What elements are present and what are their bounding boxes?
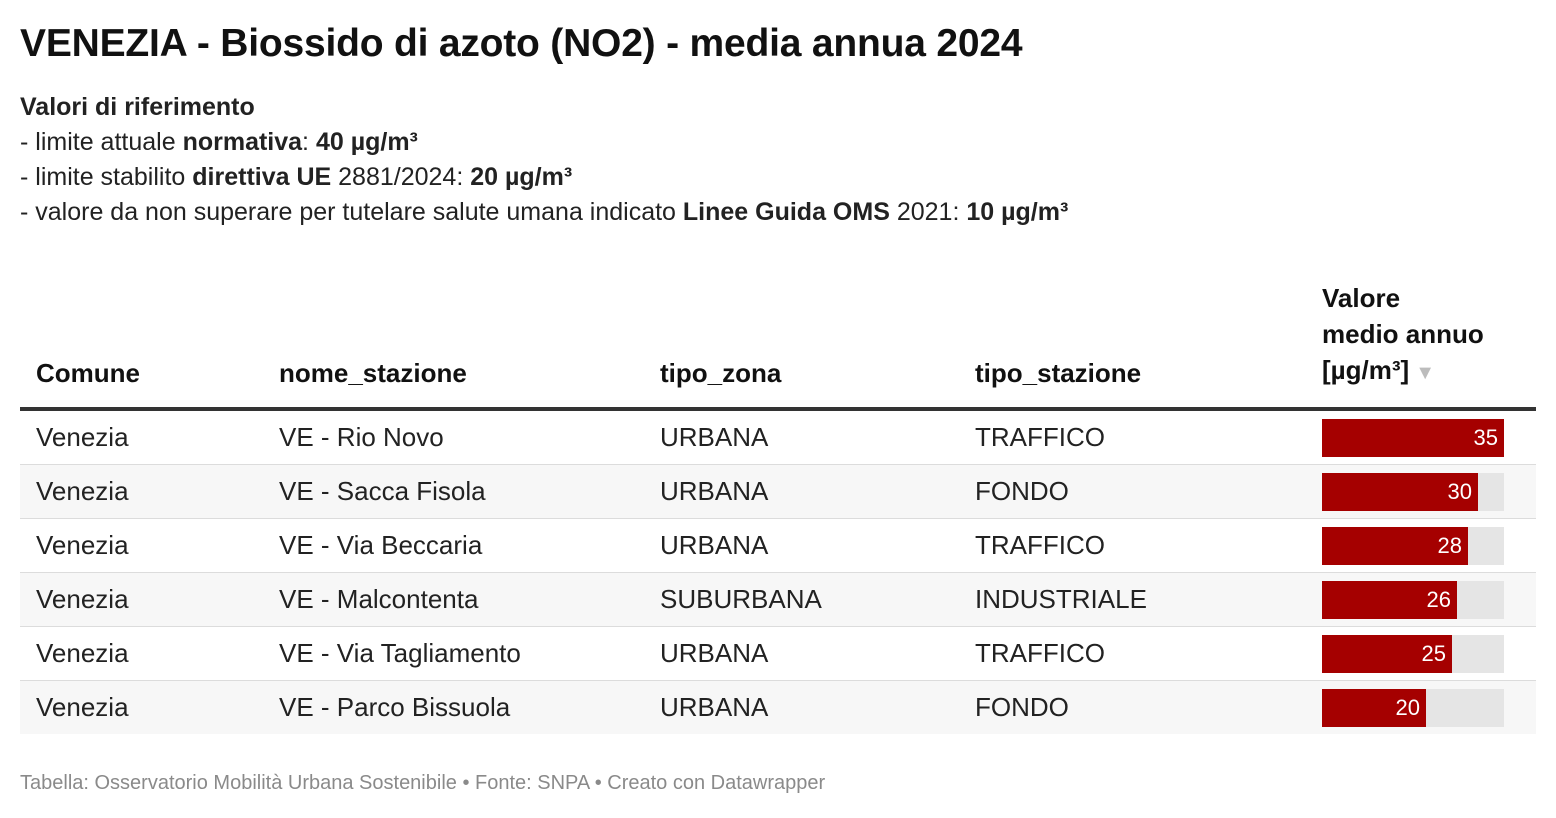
- bar-value-label: 25: [1421, 640, 1446, 666]
- header-comune[interactable]: Comune: [20, 280, 263, 411]
- header-tipo-zona[interactable]: tipo_zona: [644, 280, 959, 411]
- cell-valore: 28: [1322, 518, 1536, 573]
- note-bold: Linee Guida OMS: [682, 198, 890, 226]
- cell-comune: Venezia: [20, 464, 263, 519]
- cell-comune: Venezia: [20, 409, 263, 465]
- cell-valore: 26: [1322, 572, 1536, 627]
- bar-value-label: 35: [1473, 424, 1498, 450]
- footer-credits: Tabella: Osservatorio Mobilità Urbana So…: [20, 772, 826, 794]
- data-table: Comune nome_stazione tipo_zona tipo_staz…: [20, 280, 1536, 734]
- note-bold: normativa: [182, 128, 303, 156]
- note-text: 2881/2024:: [331, 163, 471, 191]
- value-bar: [1322, 688, 1426, 727]
- cell-tipo-stazione: TRAFFICO: [959, 518, 1322, 573]
- note-text: - limite stabilito: [20, 163, 193, 191]
- cell-tipo-zona: URBANA: [644, 626, 959, 681]
- note-line-oms: - valore da non superare per tutelare sa…: [20, 195, 1068, 230]
- cell-tipo-zona: SUBURBANA: [644, 572, 959, 627]
- table-row: Venezia VE - Via Tagliamento URBANA TRAFFIC…: [20, 626, 1536, 681]
- header-valore-line2: medio annuo: [1322, 319, 1484, 349]
- value-bar: [1322, 418, 1504, 457]
- value-bar: [1322, 634, 1452, 673]
- cell-tipo-stazione: TRAFFICO: [959, 409, 1322, 465]
- bar-track: 30: [1322, 472, 1504, 511]
- table-row: Venezia VE - Via Beccaria URBANA TRAFFICO 28: [20, 518, 1536, 573]
- table-header-row: Comune nome_stazione tipo_zona tipo_staz…: [20, 280, 1536, 411]
- value-bar: [1322, 472, 1478, 511]
- bar-value-label: 28: [1437, 532, 1462, 558]
- cell-nome-stazione: VE - Via Tagliamento: [263, 626, 644, 681]
- cell-nome-stazione: VE - Malcontenta: [263, 572, 644, 627]
- cell-tipo-zona: URBANA: [644, 518, 959, 573]
- bar-value-label: 26: [1426, 586, 1451, 612]
- table-row: Venezia VE - Rio Novo URBANA TRAFFICO 35: [20, 409, 1536, 465]
- note-text: :: [302, 128, 316, 156]
- note-text: 2021:: [889, 198, 967, 226]
- reference-notes: Valori di riferimento - limite attuale n…: [20, 90, 1068, 230]
- cell-tipo-zona: URBANA: [644, 409, 959, 465]
- note-value: 10 µg/m³: [966, 198, 1069, 226]
- cell-nome-stazione: VE - Via Beccaria: [263, 518, 644, 573]
- cell-comune: Venezia: [20, 680, 263, 734]
- value-bar: [1322, 526, 1468, 565]
- note-bold: direttiva UE: [192, 163, 332, 191]
- bar-track: 20: [1322, 688, 1504, 727]
- note-text: - valore da non superare per tutelare sa…: [20, 198, 683, 226]
- bar-track: 25: [1322, 634, 1504, 673]
- header-valore-line1: Valore: [1322, 283, 1401, 313]
- cell-tipo-zona: URBANA: [644, 464, 959, 519]
- bar-track: 28: [1322, 526, 1504, 565]
- cell-tipo-stazione: INDUSTRIALE: [959, 572, 1322, 627]
- sort-desc-icon[interactable]: ▼: [1415, 362, 1435, 384]
- notes-heading: Valori di riferimento: [20, 93, 255, 121]
- note-value: 20 µg/m³: [470, 163, 573, 191]
- cell-tipo-zona: URBANA: [644, 680, 959, 734]
- cell-nome-stazione: VE - Parco Bissuola: [263, 680, 644, 734]
- cell-comune: Venezia: [20, 572, 263, 627]
- cell-tipo-stazione: TRAFFICO: [959, 626, 1322, 681]
- value-bar: [1322, 580, 1457, 619]
- note-text: - limite attuale: [20, 128, 183, 156]
- header-nome-stazione[interactable]: nome_stazione: [263, 280, 644, 411]
- cell-valore: 25: [1322, 626, 1536, 681]
- cell-valore: 30: [1322, 464, 1536, 519]
- header-valore-unit: [µg/m³]: [1322, 355, 1410, 385]
- note-line-direttiva: - limite stabilito direttiva UE 2881/202…: [20, 160, 1068, 195]
- table-row: Venezia VE - Malcontenta SUBURBANA INDUSTRI…: [20, 572, 1536, 627]
- chart-title: VENEZIA - Biossido di azoto (NO2) - medi…: [20, 22, 1023, 65]
- bar-value-label: 30: [1447, 478, 1472, 504]
- header-valore-line3: [µg/m³] ▼: [1322, 352, 1536, 391]
- table-row: Venezia VE - Parco Bissuola URBANA FONDO 20: [20, 680, 1536, 734]
- bar-value-label: 20: [1395, 694, 1420, 720]
- cell-comune: Venezia: [20, 626, 263, 681]
- cell-comune: Venezia: [20, 518, 263, 573]
- bar-track: 35: [1322, 418, 1504, 457]
- bar-track: 26: [1322, 580, 1504, 619]
- header-valore[interactable]: Valore medio annuo [µg/m³] ▼: [1322, 280, 1536, 411]
- table-body: Venezia VE - Rio Novo URBANA TRAFFICO 35 Vene…: [20, 409, 1536, 734]
- cell-nome-stazione: VE - Rio Novo: [263, 409, 644, 465]
- note-value: 40 µg/m³: [315, 128, 418, 156]
- header-tipo-stazione[interactable]: tipo_stazione: [959, 280, 1322, 411]
- cell-valore: 35: [1322, 409, 1536, 465]
- table-row: Venezia VE - Sacca Fisola URBANA FONDO 30: [20, 464, 1536, 519]
- cell-tipo-stazione: FONDO: [959, 464, 1322, 519]
- cell-tipo-stazione: FONDO: [959, 680, 1322, 734]
- cell-valore: 20: [1322, 680, 1536, 734]
- cell-nome-stazione: VE - Sacca Fisola: [263, 464, 644, 519]
- note-line-normativa: - limite attuale normativa: 40 µg/m³: [20, 125, 1068, 160]
